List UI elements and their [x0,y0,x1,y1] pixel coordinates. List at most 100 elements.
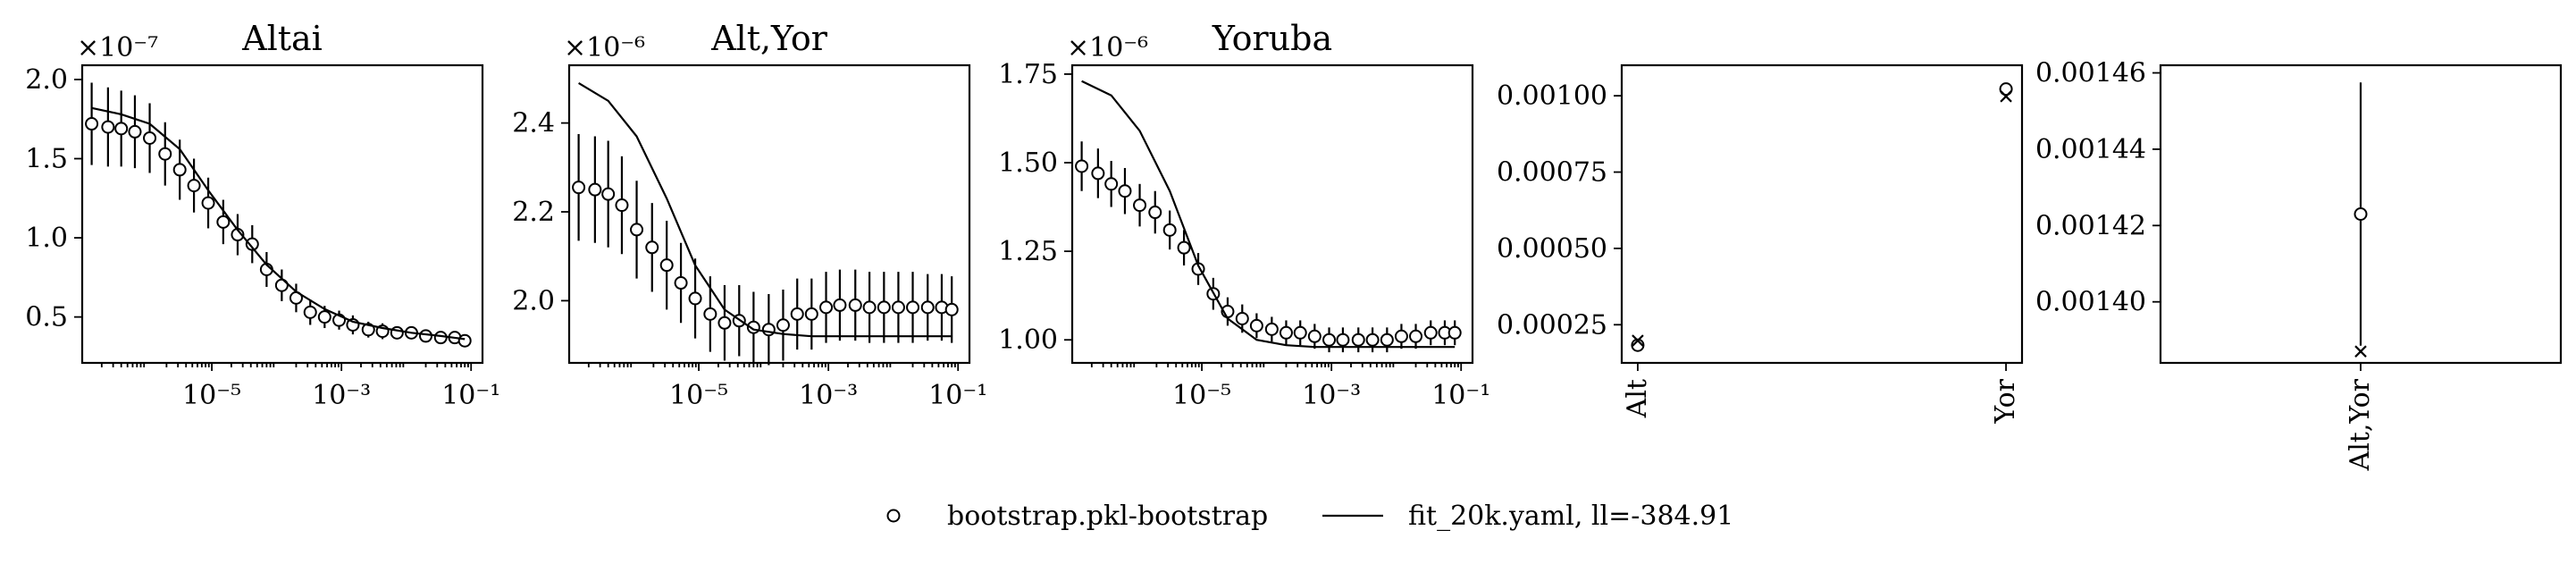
y-tick-label: 1.50 [998,147,1058,179]
data-point [944,302,959,316]
x-category-label: Alt,Yor [2345,378,2376,471]
y-tick-label: 0.00050 [1497,233,1607,265]
data-point [906,300,920,315]
data-point [419,329,433,343]
data-point [862,300,877,315]
x-tick-label: 10⁻¹ [441,380,500,411]
y-tick-label: 0.00142 [2035,210,2146,241]
chart-panel-3: Yoruba ×10⁻⁶ 1.00 1.25 1.50 1.75 10⁻⁵ 10⁻³ 10⁻¹ [998,19,1490,411]
data-point [1293,325,1307,340]
x-category-label: Alt [1622,379,1653,418]
data-point [2354,207,2368,221]
chart-panel-2: Alt,Yor ×10⁻⁶ 2.0 2.2 2.4 10⁻⁵ 10⁻³ 10⁻¹ [512,19,987,411]
chart-panels: Altai×10⁻⁷0.51.01.52.010⁻⁵ 10⁻³ 10⁻¹Alt,Yo… [25,19,2563,471]
data-point [1447,325,1462,340]
data-point [588,182,602,197]
data-point [630,223,644,237]
data-point [1279,325,1293,340]
data-point [1091,166,1105,181]
data-point [601,187,616,201]
data-point [761,323,776,337]
data-point [303,305,317,319]
y-tick-label: 1.0 [25,223,68,254]
y-offset-label: ×10⁻⁷ [77,32,158,63]
data-point [920,300,935,315]
x-tick-label: 10⁻³ [799,380,858,411]
data-point [216,215,231,229]
data-point [674,276,688,290]
y-tick-label: 1.75 [998,59,1058,90]
y-tick-label: 1.25 [998,236,1058,267]
data-point [101,120,115,134]
data-point [172,163,187,177]
data-point [1249,318,1263,333]
data-point [1307,329,1322,343]
axes-frame [80,63,484,365]
data-point [645,240,659,255]
axes-frame [1620,63,2024,365]
data-point [1148,206,1162,220]
chart-panel-1: Altai ×10⁻⁷ 0.5 1.0 1.5 2.0 10⁻⁵ 10⁻³ 10⁻¹ [25,19,500,411]
x-tick-label: 10⁻³ [312,380,371,411]
data-point [245,237,259,251]
y-tick-label: 0.00144 [2035,134,2146,165]
data-point [158,147,172,161]
x-tick-label: 10⁻¹ [1431,380,1490,411]
data-point [572,181,586,195]
data-point [1133,198,1147,213]
data-point [1380,333,1394,347]
data-point [1999,82,2013,97]
y-tick-label: 2.0 [25,64,68,96]
legend-label-bootstrap: bootstrap.pkl-bootstrap [947,501,1268,532]
data-point [703,307,717,321]
data-point [201,196,215,210]
y-tick-label: 2.0 [512,285,555,316]
data-point [187,179,201,193]
y-tick-label: 0.00146 [2035,58,2146,89]
x-tick-label: 10⁻⁵ [182,380,241,411]
legend-label-fit: fit_20k.yaml, ll=-384.91 [1408,501,1733,532]
data-point [390,325,404,340]
data-point [114,122,129,136]
data-point [1423,325,1438,340]
data-point [1365,333,1380,347]
data-point [128,124,142,139]
x-category-label: Yor [1990,378,2021,424]
data-point [85,117,99,131]
y-offset-label: ×10⁻⁶ [1067,32,1148,63]
chart-title: Yoruba [1212,19,1332,58]
data-point [1322,333,1337,347]
y-tick-label: 2.2 [512,197,555,228]
data-point [1394,329,1408,343]
data-point [1351,333,1365,347]
legend: bootstrap.pkl-bootstrap fit_20k.yaml, ll… [886,501,1733,532]
x-tick-label: 10⁻¹ [928,380,987,411]
data-point [659,258,674,273]
data-point [361,323,375,337]
data-point [776,318,790,333]
fit-line [1081,80,1456,349]
y-tick-label: 1.5 [25,144,68,175]
data-point [717,316,732,330]
y-tick-label: 2.4 [512,108,555,139]
data-point [317,310,331,324]
y-tick-label: 0.00140 [2035,287,2146,318]
y-tick-label: 0.00025 [1497,309,1607,341]
data-point [1104,177,1119,191]
axes-frame [1070,63,1474,365]
data-point [1177,240,1191,255]
data-point [1264,322,1279,336]
y-tick-label: 0.00075 [1497,157,1607,189]
fit-value-marker [2000,90,2012,103]
data-point [1118,184,1132,198]
data-point [615,198,629,213]
legend-marker-bootstrap [886,509,901,523]
data-point [848,298,862,312]
data-point [1235,311,1249,325]
x-tick-label: 10⁻⁵ [1172,380,1231,411]
chart-panel-4: 0.00025 0.00050 0.00075 0.00100 Alt Yor [1497,63,2024,425]
x-tick-label: 10⁻⁵ [669,380,728,411]
data-point [1409,329,1423,343]
chart-title: Altai [241,19,323,58]
